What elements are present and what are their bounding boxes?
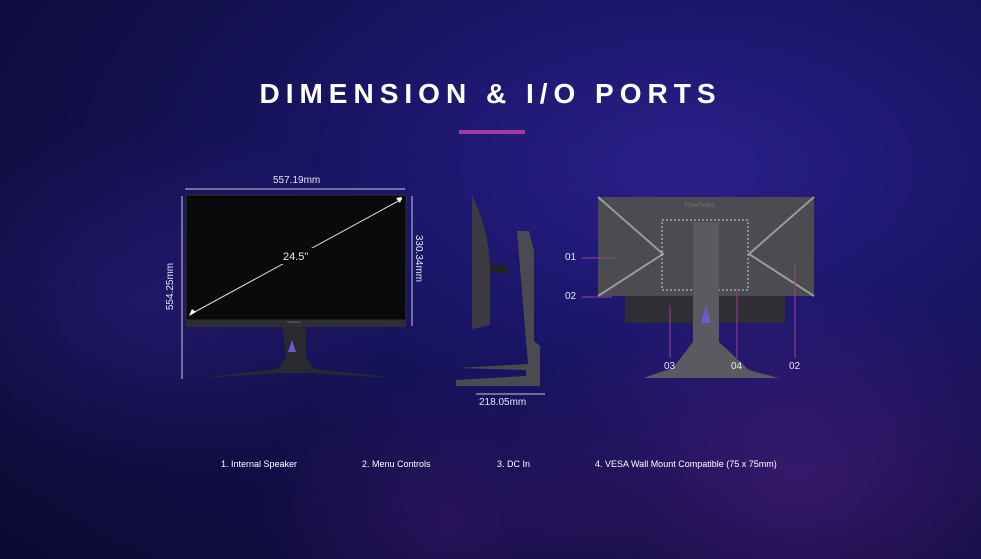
callout-02-right: 02: [789, 361, 801, 372]
front-dimension-lines: [181, 188, 413, 379]
callout-02-left: 02: [565, 291, 577, 302]
callout-04: 04: [731, 361, 743, 372]
callout-01: 01: [565, 252, 577, 263]
legend-dc-in: 3. DC In: [497, 459, 531, 469]
diagonal-size: 24.5": [283, 251, 309, 263]
front-monitor-image: [185, 194, 407, 377]
side-monitor-image: [456, 195, 545, 395]
total-height-dimension: 554.25mm: [165, 262, 177, 311]
legend-vesa-mount: 4. VESA Wall Mount Compatible (75 x 75mm…: [595, 459, 777, 469]
page-title: DIMENSION & I/O PORTS: [259, 78, 722, 109]
depth-dimension: 218.05mm: [479, 397, 527, 408]
legend-internal-speaker: 1. Internal Speaker: [221, 459, 298, 469]
callout-03: 03: [664, 361, 676, 372]
back-monitor-image: [582, 196, 815, 378]
front-logo: ViewSonic: [287, 320, 301, 324]
back-logo: ViewSonic: [684, 201, 715, 209]
legend-menu-controls: 2. Menu Controls: [362, 459, 431, 469]
width-dimension: 557.19mm: [273, 175, 321, 186]
panel-height-dimension: 330.34mm: [413, 234, 425, 283]
title-accent-bar: [459, 130, 525, 134]
